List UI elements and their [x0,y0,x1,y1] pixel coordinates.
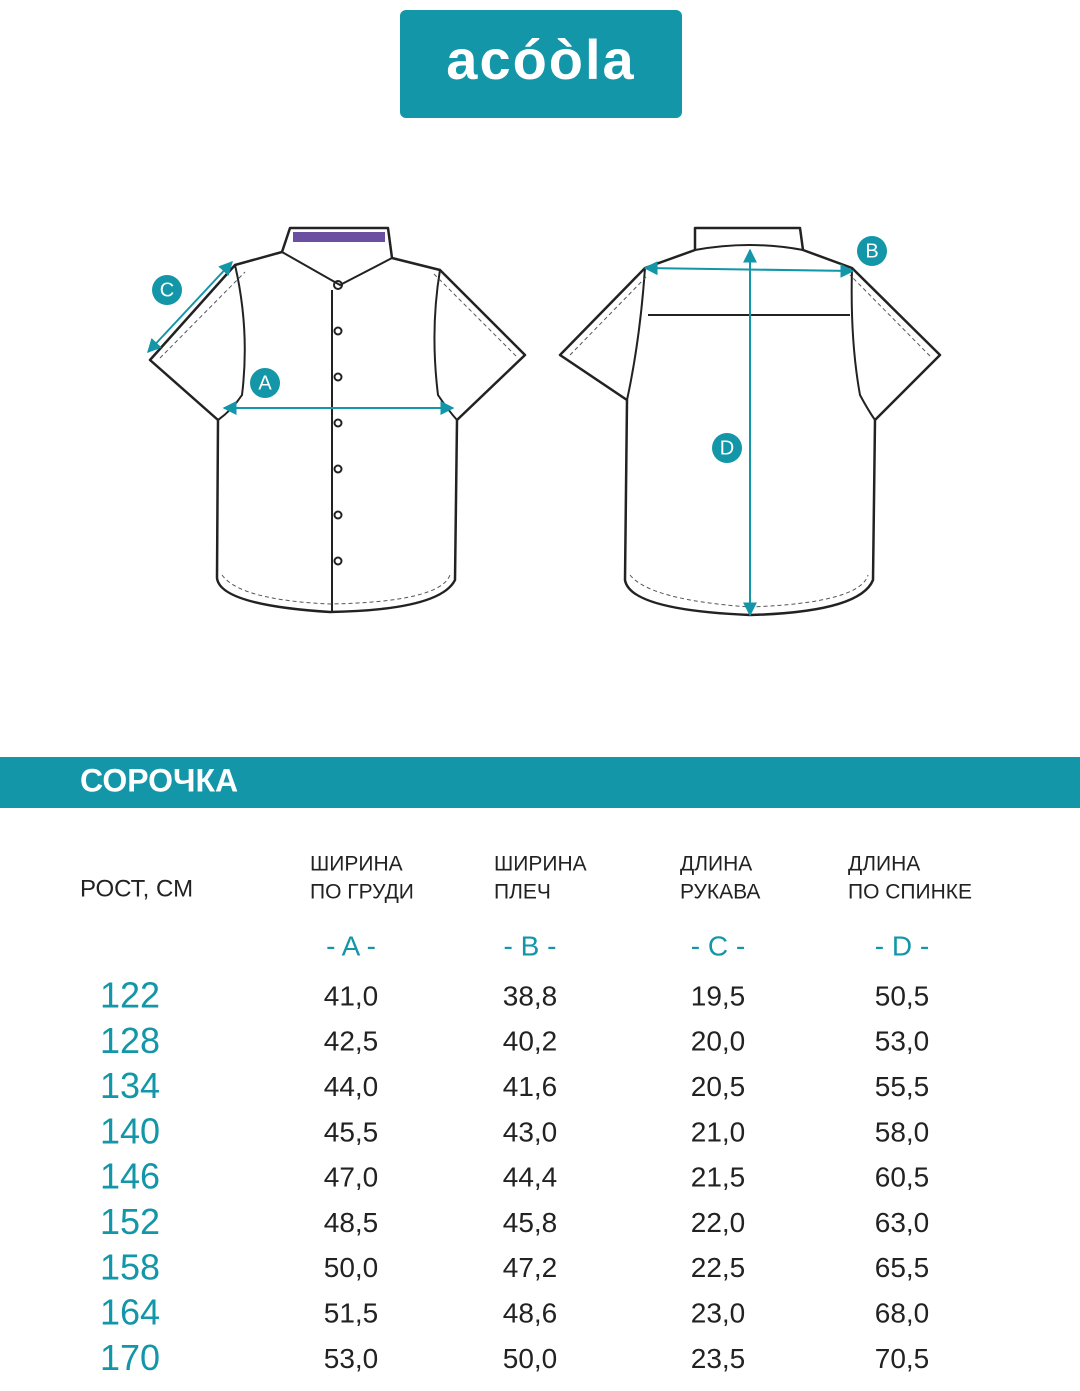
size-value: 58,0 [875,1116,930,1147]
measure-badge [152,275,182,305]
table-title: СОРОЧКА [80,762,238,798]
size-value: 50,0 [503,1343,558,1374]
size-value: 50,5 [875,980,930,1011]
shirt-front [147,226,527,614]
size-value: 51,5 [324,1297,379,1328]
column-header: РУКАВА [680,881,760,904]
size-value: 47,0 [324,1162,379,1193]
height-value: 164 [100,1292,160,1333]
height-value: 170 [100,1337,160,1378]
size-value: 68,0 [875,1297,930,1328]
column-letter: - B - [504,930,557,961]
height-value: 128 [100,1020,160,1061]
size-value: 22,5 [691,1252,746,1283]
size-value: 23,0 [691,1297,746,1328]
size-value: 53,0 [875,1026,930,1057]
column-header: ПО СПИНКЕ [848,881,972,904]
height-value: 122 [100,975,160,1016]
size-value: 44,4 [503,1162,558,1193]
size-value: 22,0 [691,1207,746,1238]
size-value: 60,5 [875,1162,930,1193]
size-value: 19,5 [691,980,746,1011]
size-value: 48,5 [324,1207,379,1238]
size-value: 20,5 [691,1071,746,1102]
height-value: 134 [100,1065,160,1106]
size-value: 20,0 [691,1026,746,1057]
column-header: ШИРИНА [310,853,403,876]
column-header: ПЛЕЧ [494,881,551,904]
height-value: 140 [100,1110,160,1151]
size-value: 44,0 [324,1071,379,1102]
size-value: 53,0 [324,1343,379,1374]
shirt-back [558,226,942,617]
size-value: 21,5 [691,1162,746,1193]
measure-label: A [258,372,272,394]
logo: acóòla [446,28,635,91]
size-value: 45,8 [503,1207,558,1238]
column-letter: - C - [691,930,745,961]
size-value: 21,0 [691,1116,746,1147]
measure-badge [857,236,887,266]
size-value: 41,0 [324,980,379,1011]
height-value: 152 [100,1201,160,1242]
height-value: 158 [100,1246,160,1287]
column-header: ДЛИНА [848,853,920,876]
measure-label: C [160,279,174,301]
measure-label: B [865,240,878,262]
height-header: РОСТ, СМ [80,875,193,902]
size-value: 45,5 [324,1116,379,1147]
column-letter: - A - [326,930,376,961]
size-value: 23,5 [691,1343,746,1374]
title-banner [0,757,1080,808]
size-value: 47,2 [503,1252,558,1283]
logo-box [400,10,682,118]
column-header: ШИРИНА [494,853,587,876]
size-value: 50,0 [324,1252,379,1283]
column-letter: - D - [875,930,929,961]
size-value: 40,2 [503,1026,558,1057]
height-value: 146 [100,1156,160,1197]
size-value: 70,5 [875,1343,930,1374]
size-value: 48,6 [503,1297,558,1328]
size-value: 55,5 [875,1071,930,1102]
size-value: 65,5 [875,1252,930,1283]
column-header: ДЛИНА [680,853,752,876]
measure-label: D [720,437,734,459]
size-value: 43,0 [503,1116,558,1147]
size-value: 42,5 [324,1026,379,1057]
size-value: 38,8 [503,980,558,1011]
size-value: 41,6 [503,1071,558,1102]
measure-badge [712,433,742,463]
column-header: ПО ГРУДИ [310,881,414,904]
measure-badge [250,368,280,398]
size-value: 63,0 [875,1207,930,1238]
